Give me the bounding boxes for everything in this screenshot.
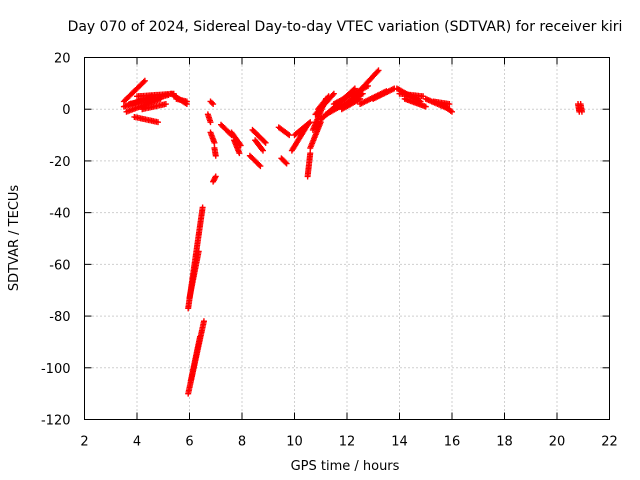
x-tick-label: 12 bbox=[339, 435, 356, 450]
data-point bbox=[286, 132, 293, 139]
data-point bbox=[357, 95, 364, 102]
data-point bbox=[282, 159, 289, 166]
y-tick-label: -100 bbox=[41, 362, 71, 377]
data-point bbox=[325, 93, 332, 100]
data-point bbox=[283, 160, 290, 167]
data-point bbox=[207, 119, 214, 126]
x-axis: 2 4 6 8 10 12 14 16 18 20 22 bbox=[80, 57, 618, 450]
data-point bbox=[155, 119, 161, 126]
data-point bbox=[578, 108, 585, 115]
data-point bbox=[261, 138, 268, 145]
x-tick-label: 4 bbox=[133, 435, 141, 450]
x-tick-label: 2 bbox=[80, 435, 88, 450]
data-point bbox=[212, 152, 219, 159]
data-point bbox=[259, 146, 266, 153]
x-tick-label: 10 bbox=[286, 435, 303, 450]
data-point bbox=[199, 204, 206, 211]
data-point bbox=[208, 99, 215, 106]
x-tick-label: 6 bbox=[185, 435, 193, 450]
data-point bbox=[260, 147, 266, 154]
x-axis-label: GPS time / hours bbox=[291, 459, 400, 474]
data-point bbox=[374, 68, 381, 75]
y-tick-label: -20 bbox=[49, 155, 70, 170]
data-point bbox=[329, 91, 336, 98]
data-point bbox=[195, 248, 202, 255]
data-point bbox=[330, 90, 337, 97]
data-point bbox=[449, 108, 455, 115]
data-point bbox=[324, 94, 331, 101]
data-point bbox=[256, 161, 263, 168]
data-point bbox=[262, 139, 269, 146]
y-tick-label: -120 bbox=[41, 414, 71, 429]
y-tick-label: -40 bbox=[49, 207, 70, 222]
data-point bbox=[162, 101, 169, 108]
grid-lines bbox=[84, 57, 610, 420]
plot-frame bbox=[84, 57, 610, 420]
data-point bbox=[306, 120, 313, 127]
data-point bbox=[141, 77, 148, 84]
data-point bbox=[197, 333, 203, 340]
chart-title: Day 070 of 2024, Sidereal Day-to-day VTE… bbox=[68, 19, 623, 35]
y-axis: -120 -100 -80 -60 -40 -20 0 20 bbox=[41, 52, 610, 429]
x-tick-label: 14 bbox=[391, 435, 408, 450]
data-point bbox=[257, 163, 264, 170]
data-point bbox=[200, 318, 207, 325]
data-point bbox=[183, 98, 190, 105]
data-point bbox=[307, 150, 314, 157]
data-point bbox=[212, 173, 219, 180]
data-point bbox=[307, 119, 314, 126]
data-point bbox=[446, 101, 453, 108]
y-tick-label: -60 bbox=[49, 258, 70, 273]
data-point bbox=[140, 78, 147, 85]
x-tick-label: 18 bbox=[496, 435, 513, 450]
data-points bbox=[120, 67, 585, 397]
y-tick-label: 20 bbox=[54, 52, 71, 67]
x-tick-label: 22 bbox=[601, 435, 618, 450]
x-tick-label: 20 bbox=[549, 435, 566, 450]
data-point bbox=[210, 101, 217, 108]
y-axis-label: SDTVAR / TECUs bbox=[7, 185, 22, 292]
data-point bbox=[211, 139, 218, 146]
data-point bbox=[422, 103, 429, 110]
x-tick-label: 16 bbox=[444, 435, 461, 450]
y-tick-label: -80 bbox=[49, 310, 70, 325]
y-tick-label: 0 bbox=[62, 103, 70, 118]
x-tick-label: 8 bbox=[238, 435, 246, 450]
data-point bbox=[236, 150, 243, 157]
data-point bbox=[375, 67, 382, 74]
